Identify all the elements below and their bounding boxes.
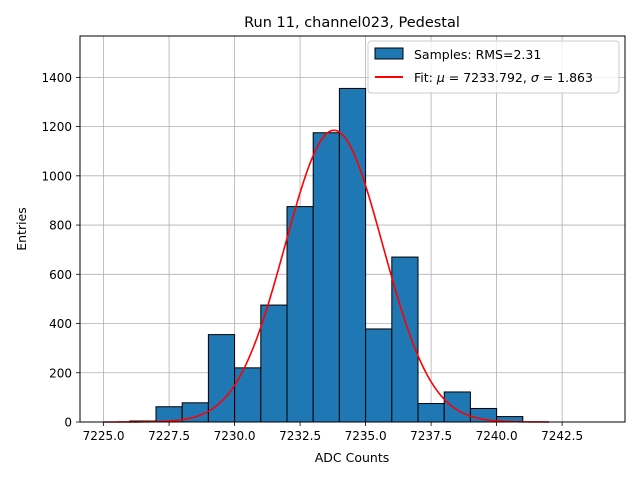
- histogram-bar: [365, 328, 393, 423]
- y-tick-label: 200: [49, 366, 72, 380]
- fit-curve: [103, 129, 550, 423]
- x-tick-label: 7235.0: [345, 429, 387, 443]
- histogram-bar: [443, 391, 471, 423]
- y-tick-label: 0: [64, 416, 72, 430]
- y-axis-ticks: 0 200 400 600 800 1000 1200 1400: [41, 71, 80, 430]
- x-tick-label: 7237.5: [410, 429, 452, 443]
- y-tick-label: 1000: [41, 169, 72, 183]
- legend: Samples: RMS=2.31 Fit: μ = 7233.792, σ =…: [367, 40, 620, 94]
- y-tick-label: 1200: [41, 120, 72, 134]
- x-tick-label: 7230.0: [214, 429, 256, 443]
- histogram-bar: [286, 206, 314, 423]
- legend-box: [367, 40, 620, 94]
- y-tick-label: 800: [49, 219, 72, 233]
- y-tick-label: 400: [49, 317, 72, 331]
- histogram-bar: [417, 403, 445, 423]
- legend-fit-label: Fit: μ = 7233.792, σ = 1.863: [414, 70, 593, 85]
- histogram-bar: [234, 367, 262, 423]
- x-tick-label: 7227.5: [148, 429, 190, 443]
- x-axis-ticks: 7225.0 7227.5 7230.0 7232.5 7235.0 7237.5 7240…: [83, 422, 583, 443]
- chart-title: Run 11, channel023, Pedestal: [244, 15, 460, 31]
- x-tick-label: 7232.5: [279, 429, 321, 443]
- x-axis-label: ADC Counts: [315, 450, 390, 465]
- histogram-bar: [260, 304, 288, 423]
- axes-frame: [79, 35, 626, 423]
- histogram-bars: [129, 87, 524, 423]
- histogram-bar: [391, 256, 419, 423]
- legend-samples-swatch: [374, 47, 404, 60]
- x-tick-label: 7242.5: [541, 429, 583, 443]
- fit-curve-group: [103, 129, 550, 423]
- histogram-bar: [338, 87, 367, 423]
- x-tick-label: 7225.0: [83, 429, 125, 443]
- y-axis-label: Entries: [14, 207, 29, 251]
- y-tick-label: 1400: [41, 71, 72, 85]
- histogram-bar: [312, 132, 340, 423]
- x-tick-label: 7240.0: [476, 429, 518, 443]
- y-tick-label: 600: [49, 268, 72, 282]
- legend-samples-label: Samples: RMS=2.31: [414, 47, 541, 62]
